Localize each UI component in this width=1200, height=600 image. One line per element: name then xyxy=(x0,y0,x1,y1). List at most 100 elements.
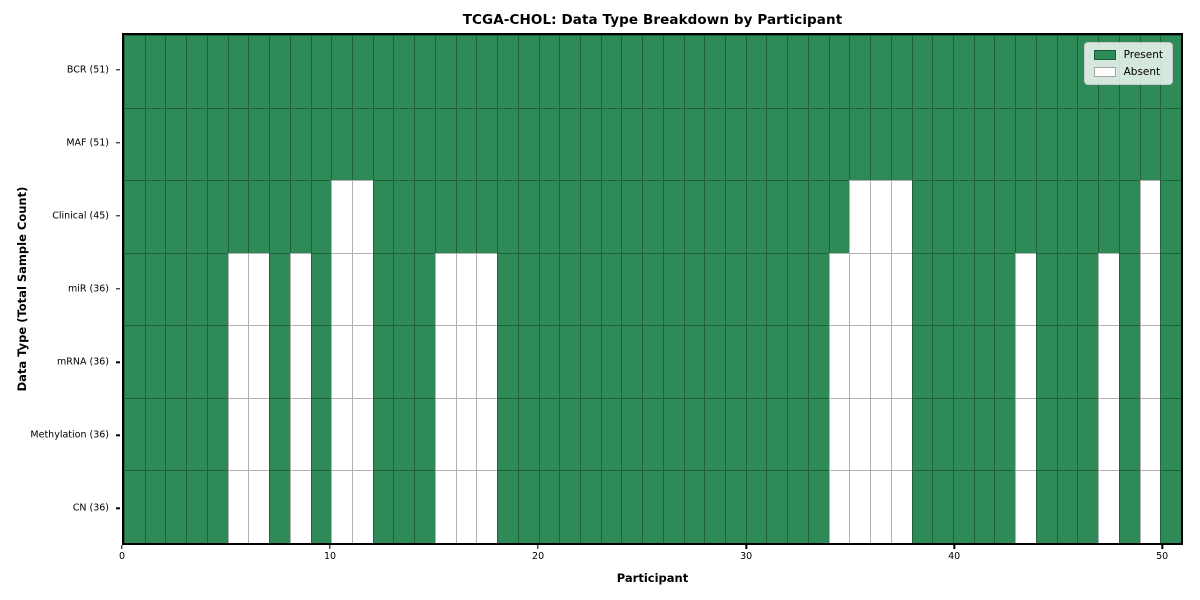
heatmap-cell xyxy=(289,252,311,326)
heatmap-cell xyxy=(497,180,518,253)
heatmap-cell xyxy=(662,397,684,471)
heatmap-cell xyxy=(828,180,850,253)
heatmap-cell xyxy=(414,252,435,326)
heatmap-cell xyxy=(994,470,1016,543)
heatmap-cell xyxy=(393,325,415,398)
y-tick-mark xyxy=(116,68,120,71)
heatmap-cell xyxy=(994,180,1016,253)
heatmap-cell xyxy=(124,180,145,253)
heatmap-cell xyxy=(1056,325,1078,398)
heatmap-cell xyxy=(1098,397,1119,471)
heatmap-cell xyxy=(600,35,622,108)
heatmap-cell xyxy=(455,180,477,253)
heatmap-cell xyxy=(351,397,373,471)
heatmap-cell xyxy=(269,35,290,108)
heatmap-cell xyxy=(227,107,249,181)
heatmap-cell xyxy=(1160,325,1181,398)
heatmap-cell xyxy=(932,35,954,108)
legend: Present Absent xyxy=(1083,42,1173,85)
heatmap-cell xyxy=(351,325,373,398)
heatmap-cell xyxy=(517,397,539,471)
heatmap-cell xyxy=(953,180,974,253)
heatmap-cell xyxy=(351,470,373,543)
heatmap-cell xyxy=(745,470,767,543)
heatmap-cell xyxy=(144,325,166,398)
heatmap-cell xyxy=(1160,107,1181,181)
heatmap-cell xyxy=(517,470,539,543)
x-tick-label: 10 xyxy=(323,551,337,562)
x-tick-mark xyxy=(1161,545,1163,549)
heatmap-cell xyxy=(973,252,995,326)
legend-label: Absent xyxy=(1123,66,1161,78)
heatmap-cell xyxy=(1118,470,1140,543)
heatmap-cell xyxy=(953,35,974,108)
heatmap-cell xyxy=(124,107,145,181)
heatmap-cell xyxy=(559,252,580,326)
heatmap-cell xyxy=(807,35,829,108)
heatmap-cell xyxy=(351,107,373,181)
y-axis-ticks: BCR (51) MAF (51) Clinical (45) miR (36) mRN… xyxy=(0,33,122,545)
heatmap-cell xyxy=(1098,252,1119,326)
heatmap-cell xyxy=(1035,180,1057,253)
y-tick-mark xyxy=(116,142,120,144)
heatmap-cell xyxy=(766,35,788,108)
legend-item: Absent xyxy=(1093,66,1163,78)
heatmap-cell xyxy=(828,397,850,471)
heatmap-cell xyxy=(953,397,974,471)
heatmap-cell xyxy=(932,397,954,471)
heatmap-cell xyxy=(1139,107,1161,181)
heatmap-cell xyxy=(414,107,435,181)
heatmap-cell xyxy=(766,397,788,471)
heatmap-cell xyxy=(725,470,746,543)
heatmap-cell xyxy=(579,35,601,108)
heatmap-cell xyxy=(538,35,560,108)
heatmap-cell xyxy=(414,325,435,398)
heatmap-cell xyxy=(1077,470,1099,543)
y-tick-mark xyxy=(116,507,120,510)
heatmap-cell xyxy=(331,325,352,398)
y-tick-mark xyxy=(116,215,120,217)
heatmap-cell xyxy=(745,107,767,181)
heatmap-cell xyxy=(704,397,726,471)
heatmap-cell xyxy=(1056,252,1078,326)
heatmap-cell xyxy=(351,252,373,326)
heatmap-cell xyxy=(206,325,228,398)
x-axis-ticks: 0 10 20 30 40 50 xyxy=(119,545,1183,575)
heatmap-cell xyxy=(186,325,207,398)
heatmap-cell xyxy=(351,35,373,108)
heatmap-cell xyxy=(559,397,580,471)
heatmap-cell xyxy=(600,325,622,398)
heatmap-cell xyxy=(828,107,850,181)
heatmap-cell xyxy=(476,35,498,108)
heatmap-cell xyxy=(393,397,415,471)
heatmap-cell xyxy=(787,470,808,543)
heatmap-cell xyxy=(911,470,933,543)
heatmap-cell xyxy=(497,252,518,326)
heatmap-cell xyxy=(579,325,601,398)
heatmap-cell xyxy=(517,107,539,181)
heatmap-cell xyxy=(455,397,477,471)
heatmap-cell xyxy=(559,325,580,398)
heatmap-cell xyxy=(911,252,933,326)
heatmap-cell xyxy=(248,470,270,543)
heatmap-cell xyxy=(227,35,249,108)
heatmap-cell xyxy=(393,107,415,181)
y-tick-mark xyxy=(116,361,120,363)
heatmap-cell xyxy=(807,470,829,543)
heatmap-cell xyxy=(911,397,933,471)
heatmap-cell xyxy=(497,35,518,108)
heatmap-cell xyxy=(1139,325,1161,398)
heatmap-cell xyxy=(787,180,808,253)
heatmap-cell xyxy=(414,35,435,108)
heatmap-cell xyxy=(787,325,808,398)
heatmap-cell xyxy=(1118,180,1140,253)
x-tick-mark xyxy=(329,545,331,549)
heatmap-cell xyxy=(434,325,456,398)
heatmap-cell xyxy=(1139,397,1161,471)
heatmap-cell xyxy=(745,35,767,108)
heatmap-cell xyxy=(559,107,580,181)
heatmap-cell xyxy=(227,252,249,326)
heatmap-cell xyxy=(538,252,560,326)
heatmap-cell xyxy=(1035,470,1057,543)
heatmap-cell xyxy=(1056,180,1078,253)
